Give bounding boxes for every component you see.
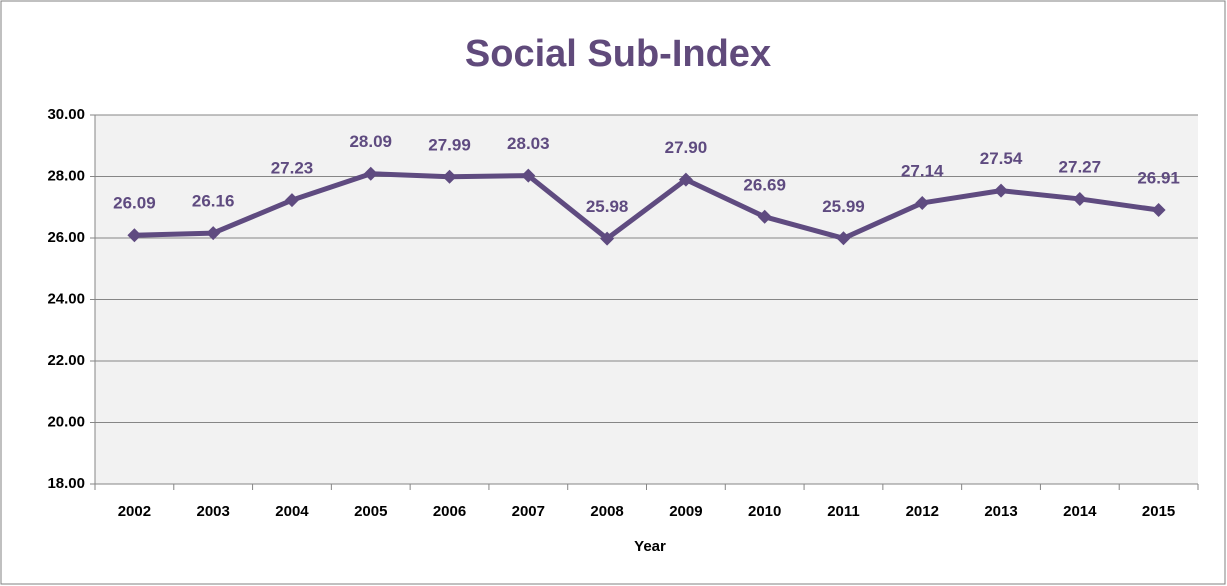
marker xyxy=(521,168,536,183)
marker xyxy=(1151,203,1166,218)
marker xyxy=(994,183,1009,198)
data-label: 25.99 xyxy=(822,197,865,216)
marker xyxy=(915,195,930,210)
data-label: 27.23 xyxy=(271,159,314,178)
x-tick-label: 2014 xyxy=(1063,503,1097,520)
data-label: 27.99 xyxy=(428,135,471,154)
y-tick-label: 30.00 xyxy=(47,106,85,123)
line xyxy=(134,171,1159,242)
data-label: 27.14 xyxy=(901,161,944,180)
marker xyxy=(757,209,772,224)
x-axis-label: Year xyxy=(634,538,666,555)
marker xyxy=(678,172,693,187)
data-label: 27.27 xyxy=(1059,157,1102,176)
x-tick-label: 2011 xyxy=(827,503,860,520)
x-tick-label: 2012 xyxy=(906,503,939,520)
marker xyxy=(442,169,457,184)
x-tick-label: 2013 xyxy=(984,503,1017,520)
data-label: 25.98 xyxy=(586,197,629,216)
data-label: 26.09 xyxy=(113,194,156,213)
y-tick-label: 28.00 xyxy=(47,167,85,184)
data-label: 26.16 xyxy=(192,192,235,211)
y-tick-label: 24.00 xyxy=(47,290,85,307)
x-tick-label: 2004 xyxy=(275,503,309,520)
x-tick-label: 2005 xyxy=(354,503,387,520)
data-label: 27.90 xyxy=(665,138,708,157)
marker xyxy=(600,231,615,246)
x-tick-label: 2009 xyxy=(669,503,702,520)
data-label: 28.09 xyxy=(349,132,392,151)
marker xyxy=(1072,191,1087,206)
y-tick-label: 18.00 xyxy=(47,475,85,492)
data-label: 27.54 xyxy=(980,149,1023,168)
data-label: 26.69 xyxy=(743,175,786,194)
x-tick-label: 2010 xyxy=(748,503,781,520)
y-tick-label: 22.00 xyxy=(47,352,85,369)
x-tick-label: 2015 xyxy=(1142,503,1175,520)
x-tick-label: 2007 xyxy=(512,503,545,520)
marker xyxy=(206,226,221,241)
marker xyxy=(284,193,299,208)
marker xyxy=(363,166,378,181)
data-label: 26.91 xyxy=(1137,169,1180,188)
x-tick-label: 2002 xyxy=(118,503,151,520)
marker xyxy=(127,228,142,243)
chart-title: Social Sub-Index xyxy=(465,33,771,75)
x-tick-label: 2003 xyxy=(196,503,229,520)
y-tick-label: 26.00 xyxy=(47,229,85,246)
marker xyxy=(836,231,851,246)
x-tick-label: 2008 xyxy=(590,503,623,520)
data-label: 28.03 xyxy=(507,134,550,153)
y-tick-label: 20.00 xyxy=(47,413,85,430)
x-tick-label: 2006 xyxy=(433,503,466,520)
